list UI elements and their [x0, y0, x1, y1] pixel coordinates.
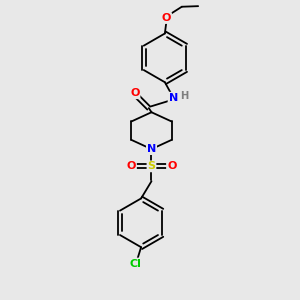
Text: O: O	[127, 161, 136, 171]
Text: O: O	[167, 161, 176, 171]
Text: S: S	[148, 161, 155, 171]
Text: N: N	[169, 93, 178, 103]
Text: Cl: Cl	[130, 259, 142, 269]
Text: O: O	[162, 13, 171, 23]
Text: H: H	[180, 91, 189, 101]
Text: N: N	[147, 144, 156, 154]
Text: O: O	[130, 88, 140, 98]
